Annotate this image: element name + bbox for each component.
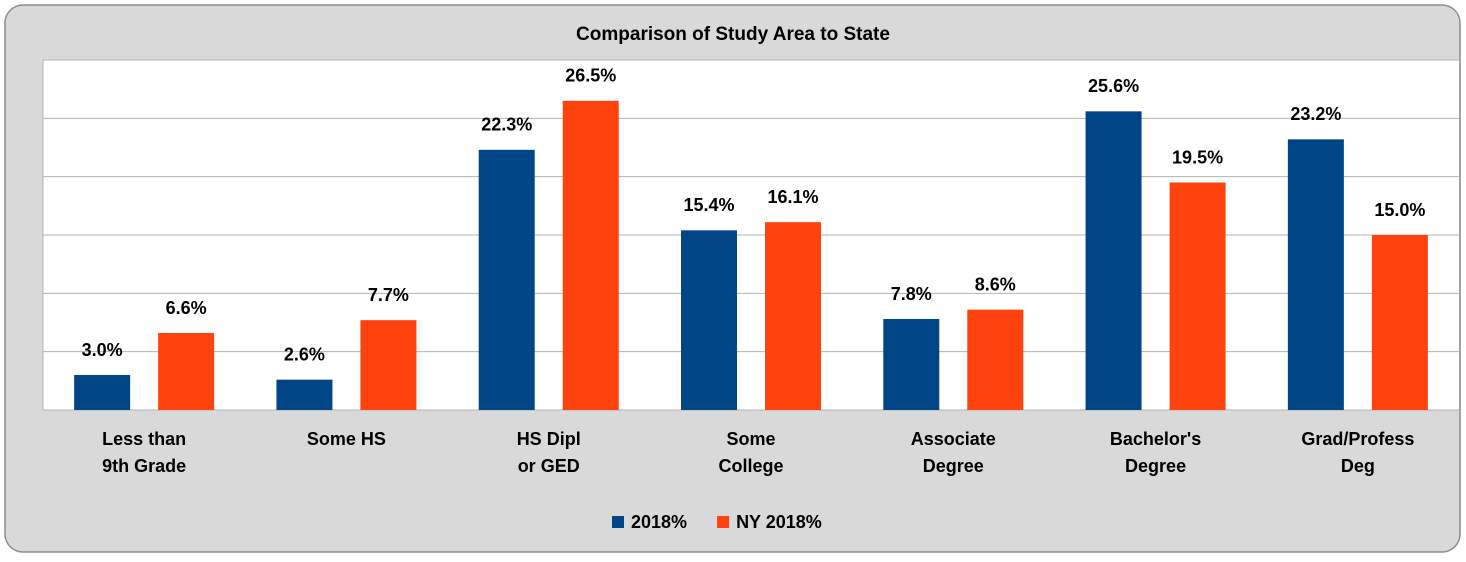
bar: [765, 222, 821, 410]
data-label: 3.0%: [82, 340, 123, 360]
data-label: 6.6%: [166, 298, 207, 318]
data-label: 7.7%: [368, 285, 409, 305]
bar: [276, 379, 333, 410]
bar: [1085, 111, 1142, 410]
chart-title: Comparison of Study Area to State: [576, 24, 890, 45]
bar: [883, 319, 940, 410]
x-tick-label: Some College: [718, 429, 784, 476]
bar: [158, 333, 215, 410]
legend-swatch: [717, 516, 730, 528]
legend-label: 2018%: [631, 512, 687, 532]
bar: [1169, 182, 1226, 410]
data-label: 25.6%: [1088, 76, 1139, 96]
legend-label: NY 2018%: [736, 512, 822, 532]
x-tick-label: Less than 9th Grade: [102, 429, 187, 476]
data-label: 15.0%: [1374, 200, 1425, 220]
bar: [562, 100, 619, 410]
data-label: 8.6%: [975, 274, 1016, 294]
data-label: 26.5%: [565, 66, 616, 86]
data-label: 15.4%: [683, 195, 734, 215]
bar: [1287, 139, 1344, 411]
x-tick-label: Associate Degree: [910, 429, 996, 476]
data-label: 19.5%: [1172, 147, 1223, 167]
bar: [1371, 235, 1428, 410]
x-tick-label: Grad/Profess Deg: [1301, 429, 1415, 476]
bar: [360, 320, 417, 410]
data-label: 16.1%: [767, 187, 818, 207]
data-label: 2.6%: [284, 344, 325, 364]
bar: [74, 375, 131, 410]
bar: [967, 309, 1024, 410]
x-tick-label: Some HS: [306, 429, 386, 449]
legend-swatch: [612, 516, 624, 528]
bar: [478, 149, 535, 411]
data-label: 22.3%: [481, 115, 532, 135]
data-label: 7.8%: [891, 284, 932, 304]
x-tick-label: HS Dipl or GED: [516, 429, 581, 476]
x-tick-label: Bachelor's Degree: [1109, 429, 1202, 476]
bar: [681, 230, 737, 410]
data-label: 23.2%: [1290, 104, 1341, 124]
